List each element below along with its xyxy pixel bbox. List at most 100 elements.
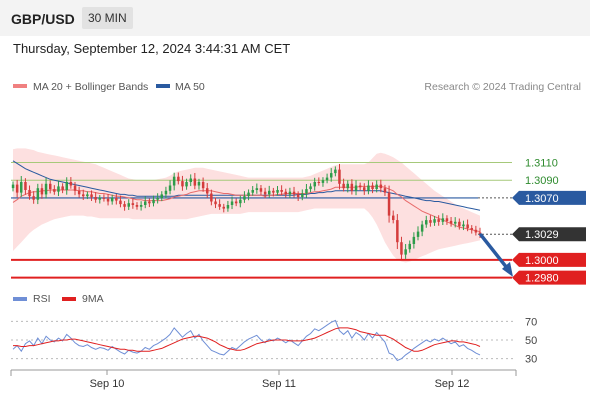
candle-body-107 <box>454 221 457 224</box>
candle-body-111 <box>470 228 473 230</box>
candle-body-103 <box>437 219 440 222</box>
candle-body-95 <box>404 249 407 255</box>
candle-body-0 <box>11 184 15 189</box>
candle-body-100 <box>425 220 428 225</box>
candle-body-113 <box>478 232 482 235</box>
x-tick-label-1: Sep 11 <box>262 378 296 390</box>
candle-body-63 <box>272 190 275 193</box>
candle-body-104 <box>441 218 445 222</box>
candle-body-1 <box>15 184 19 193</box>
candle-body-96 <box>408 243 411 250</box>
candle-body-17 <box>82 194 85 197</box>
legend-swatch-ma20 <box>13 84 27 88</box>
candle-body-39 <box>172 176 176 186</box>
legend-swatch-9ma <box>62 297 76 301</box>
candle-body-40 <box>177 176 180 182</box>
candle-body-77 <box>330 173 333 178</box>
candle-body-81 <box>346 183 349 189</box>
candle-body-35 <box>156 197 159 200</box>
candle-body-110 <box>466 224 469 228</box>
x-tick-label-0: Sep 10 <box>90 378 125 390</box>
header-bar: GBP/USD 30 MIN <box>0 0 590 36</box>
candle-body-31 <box>139 205 143 207</box>
candle-body-75 <box>321 180 325 183</box>
rsi-tick-label-2: 30 <box>525 354 537 366</box>
candle-body-42 <box>185 182 188 187</box>
forecast-arrow <box>479 233 513 277</box>
candle-body-30 <box>135 205 139 207</box>
candle-body-29 <box>131 203 135 205</box>
candle-body-9 <box>49 183 52 190</box>
rsi-panel: 70 50 30 <box>11 316 537 366</box>
level-badge-5 <box>512 270 586 285</box>
x-tick-label-2: Sep 12 <box>435 378 470 390</box>
candle-body-80 <box>342 183 345 189</box>
level-badge-label-5: 1.2980 <box>525 273 559 285</box>
candle-body-12 <box>61 186 64 190</box>
rsi-line <box>12 319 481 362</box>
candle-body-8 <box>44 183 48 195</box>
x-ticks: Sep 10 Sep 11 Sep 12 <box>10 370 517 390</box>
candle-body-90 <box>383 188 387 193</box>
candle-body-21 <box>98 197 101 200</box>
candle-body-65 <box>280 190 283 192</box>
bollinger-band <box>13 148 480 263</box>
candle-body-109 <box>462 224 465 227</box>
level-label-1: 1.3090 <box>525 175 559 187</box>
candle-body-93 <box>396 220 399 243</box>
candle-body-46 <box>201 182 205 189</box>
candle-body-13 <box>65 182 68 190</box>
candle-body-53 <box>230 201 234 205</box>
candle-body-66 <box>284 191 287 195</box>
candle-body-86 <box>367 185 370 191</box>
candle-body-4 <box>28 190 31 197</box>
candle-body-10 <box>53 189 56 192</box>
candle-body-57 <box>247 192 250 197</box>
level-label-0: 1.3110 <box>525 158 558 170</box>
candle-body-60 <box>259 188 263 192</box>
candle-body-27 <box>123 204 126 207</box>
rsi-tick-label-0: 70 <box>525 316 537 328</box>
candle-body-20 <box>94 197 97 200</box>
candle-body-25 <box>115 197 118 201</box>
candle-body-41 <box>181 181 184 187</box>
timeframe-badge[interactable]: 30 MIN <box>82 7 133 29</box>
candle-body-36 <box>160 194 163 198</box>
candle-body-76 <box>325 177 329 181</box>
candle-body-91 <box>387 192 391 216</box>
candle-body-106 <box>449 220 453 224</box>
candle-body-18 <box>86 194 89 197</box>
price-legend: MA 20 + Bollinger Bands MA 50 Research ©… <box>13 81 581 93</box>
candle-body-56 <box>243 196 246 200</box>
candle-body-58 <box>251 190 254 193</box>
candle-body-112 <box>474 229 478 233</box>
candle-body-2 <box>20 182 23 193</box>
candle-body-48 <box>210 193 213 202</box>
candle-body-26 <box>119 200 122 205</box>
ma20-line <box>12 185 481 233</box>
candle-body-19 <box>90 194 93 198</box>
level-badge-4 <box>512 252 586 267</box>
candle-body-67 <box>288 191 292 195</box>
candle-body-74 <box>317 182 321 183</box>
candle-body-11 <box>57 186 60 192</box>
candle-body-88 <box>375 184 378 189</box>
legend-label-9ma: 9MA <box>82 293 104 305</box>
candle-body-108 <box>458 221 461 227</box>
candle-body-55 <box>239 199 242 204</box>
rsi-ma-line <box>13 327 481 352</box>
price-badges: 1.3110 1.3090 1.3070 1.3029 1.3000 1.2980 <box>512 158 586 285</box>
candle-body-7 <box>40 188 44 195</box>
moving-averages <box>12 160 481 233</box>
candle-body-24 <box>110 197 114 202</box>
candle-body-28 <box>127 203 130 207</box>
candle-body-70 <box>301 193 304 197</box>
candle-body-105 <box>445 218 449 221</box>
candle-body-34 <box>152 199 155 204</box>
candle-body-89 <box>379 184 383 189</box>
legend-label-ma20: MA 20 + Bollinger Bands <box>33 81 148 93</box>
candle-body-73 <box>313 182 316 187</box>
candle-body-85 <box>363 187 366 191</box>
candle-body-62 <box>268 190 271 195</box>
